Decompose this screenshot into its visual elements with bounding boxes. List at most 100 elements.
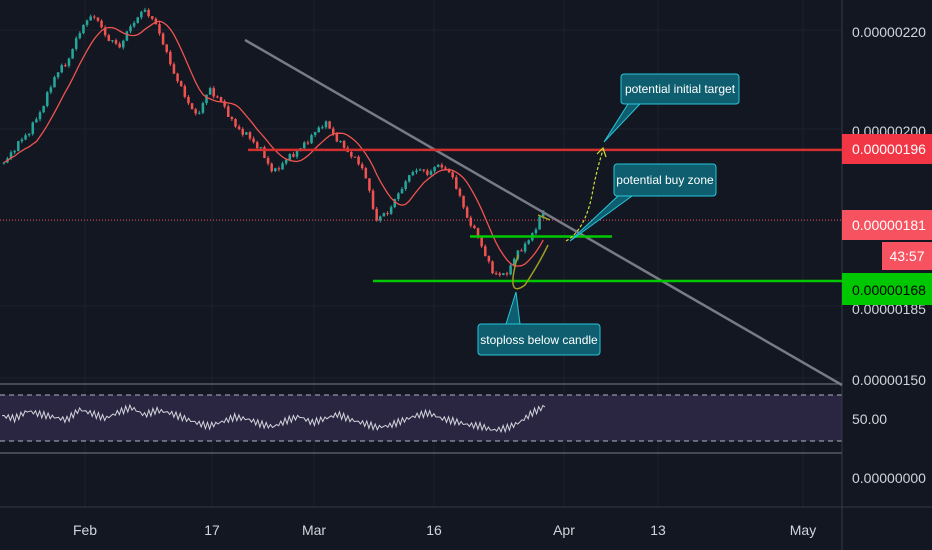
candle-body <box>252 138 255 143</box>
candle-body <box>132 22 136 27</box>
candle-body <box>183 86 187 97</box>
candle-body <box>303 142 306 149</box>
candle-body <box>147 9 150 17</box>
candle-body <box>169 51 172 65</box>
time-tick-label: 17 <box>204 522 220 538</box>
candle-body <box>509 265 512 275</box>
candle-body <box>96 17 100 21</box>
price-tag-countdown: 43:57 <box>882 242 932 270</box>
candle-body <box>433 166 436 172</box>
candle-body <box>27 133 31 136</box>
rsi-bottom-label: 0.00000000 <box>852 470 926 486</box>
candle-body <box>487 256 491 262</box>
candle-body <box>281 163 284 170</box>
candle-body <box>512 258 516 266</box>
candle-body <box>176 73 179 82</box>
price-tag-stoploss-label: 0.00000168 <box>852 282 926 298</box>
candle-body <box>161 33 165 45</box>
candle-body <box>2 162 6 164</box>
candle-body <box>270 163 273 172</box>
rsi-band <box>0 395 842 441</box>
candle-body <box>198 112 201 114</box>
candle-body <box>208 88 212 95</box>
candle-body <box>172 64 176 74</box>
candle-body <box>491 261 494 274</box>
candle-body <box>85 20 89 25</box>
candle-body <box>350 152 353 157</box>
candle-body <box>111 40 114 42</box>
candle-body <box>223 101 226 107</box>
candle-body <box>295 150 299 157</box>
candle-body <box>201 103 205 113</box>
candle-body <box>24 135 27 140</box>
candle-body <box>523 243 527 252</box>
candle-body <box>444 167 447 169</box>
candle-body <box>216 96 219 98</box>
price-tag-current: 0.00000181 <box>842 210 932 240</box>
time-axis[interactable]: Feb 17 Mar 16 Apr 13 May <box>73 522 816 538</box>
candle-body <box>313 132 317 136</box>
candle-body <box>20 139 24 142</box>
candle-body <box>140 11 143 18</box>
candle-body <box>527 240 530 244</box>
candle-body <box>259 147 263 149</box>
candle-body <box>78 33 82 39</box>
candle-body <box>415 170 418 173</box>
candle-body <box>45 92 49 106</box>
candle-body <box>476 228 480 238</box>
candle-body <box>241 129 244 135</box>
candle-body <box>494 273 498 275</box>
candle-body <box>335 133 339 142</box>
candle-body <box>321 127 324 129</box>
time-tick-label: Feb <box>73 522 97 538</box>
annotation-initial-target-text: potential initial target <box>625 82 736 96</box>
descending-trendline[interactable] <box>244 38 843 387</box>
candle-body <box>60 65 63 73</box>
candle-body <box>74 38 78 49</box>
moving-average-line <box>3 20 544 267</box>
candle-body <box>219 97 223 102</box>
candle-body <box>386 213 389 215</box>
candle-body <box>353 156 357 158</box>
candle-body <box>436 164 440 167</box>
candle-body <box>397 193 400 200</box>
candle-body <box>212 88 216 97</box>
candle-body <box>484 246 487 257</box>
candle-body <box>447 168 451 173</box>
candle-body <box>187 96 190 104</box>
candle-body <box>277 168 281 170</box>
candle-body <box>114 40 118 44</box>
annotation-stoploss[interactable]: stoploss below candle <box>477 291 601 356</box>
candle-body <box>317 127 321 133</box>
candle-body <box>248 132 252 139</box>
candle-body <box>342 141 346 148</box>
candle-body <box>89 16 92 21</box>
candle-countdown-label: 43:57 <box>889 248 924 264</box>
price-tick-label: 0.00000150 <box>852 372 926 388</box>
candle-body <box>288 154 292 160</box>
candle-body <box>237 126 241 130</box>
projected-path <box>565 149 604 242</box>
candle-body <box>462 195 465 208</box>
candle-body <box>245 132 248 135</box>
candle-body <box>129 26 132 32</box>
candle-body <box>371 190 375 209</box>
candle-body <box>274 168 277 172</box>
candle-body <box>71 48 74 59</box>
candle-body <box>284 159 288 164</box>
candle-body <box>158 24 161 34</box>
candle-body <box>194 109 197 114</box>
candle-body <box>400 189 404 194</box>
candle-body <box>360 164 364 169</box>
candle-body <box>455 177 458 189</box>
candle-body <box>422 169 425 171</box>
candle-body <box>266 157 270 164</box>
annotation-buy-zone[interactable]: potential buy zone <box>569 163 717 242</box>
candle-body <box>465 207 469 218</box>
annotation-initial-target[interactable]: potential initial target <box>603 73 740 143</box>
projected-arrow-head <box>596 146 607 158</box>
candle-body <box>107 35 111 41</box>
candle-body <box>306 142 310 144</box>
candle-body <box>418 169 422 171</box>
